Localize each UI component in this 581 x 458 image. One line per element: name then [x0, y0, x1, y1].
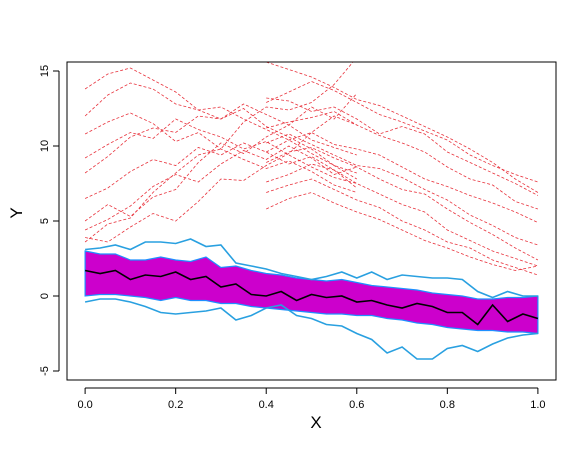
y-tick-label: -5 [39, 366, 51, 376]
outer-lower-line [84, 298, 538, 360]
y-axis-title: Y [7, 207, 26, 218]
x-tick-label: 0.0 [77, 399, 92, 411]
sample-line [266, 163, 539, 267]
outer-upper-line [85, 238, 538, 299]
sample-line [266, 192, 538, 271]
sample-line [266, 132, 539, 223]
sample-line [84, 112, 357, 193]
sample-line [84, 145, 357, 231]
sample-line [266, 178, 539, 276]
x-axis-title: X [310, 413, 321, 432]
confidence-band [84, 250, 539, 335]
y-tick-label: 10 [39, 140, 51, 152]
sample-line [84, 67, 357, 156]
y-tick-label: 5 [39, 218, 51, 224]
x-tick-label: 0.2 [168, 399, 183, 411]
plot-border [66, 61, 557, 381]
x-tick-label: 0.8 [440, 399, 455, 411]
sample-line [84, 82, 358, 180]
y-tick-label: 15 [39, 65, 51, 77]
mean-line [84, 269, 539, 326]
sample-line [84, 118, 357, 184]
sample-line [266, 133, 539, 246]
sample-line [84, 142, 358, 199]
sample-line [84, 62, 354, 243]
sample-line [266, 97, 539, 196]
x-tick-label: 0.4 [259, 399, 274, 411]
sample-line [84, 108, 357, 174]
sample-line [84, 93, 358, 222]
x-tick-label: 1.0 [530, 399, 545, 411]
sample-line [266, 147, 539, 261]
axes: 0.0 0.2 0.4 0.6 0.8 1.0 -5 0 5 10 15 [39, 65, 546, 411]
sample-line [266, 62, 539, 193]
sample-line [266, 111, 539, 210]
sample-line [85, 115, 357, 243]
plot-area [84, 62, 539, 360]
x-tick-label: 0.6 [349, 399, 364, 411]
y-tick-label: 0 [39, 293, 51, 299]
sample-line [266, 81, 539, 183]
